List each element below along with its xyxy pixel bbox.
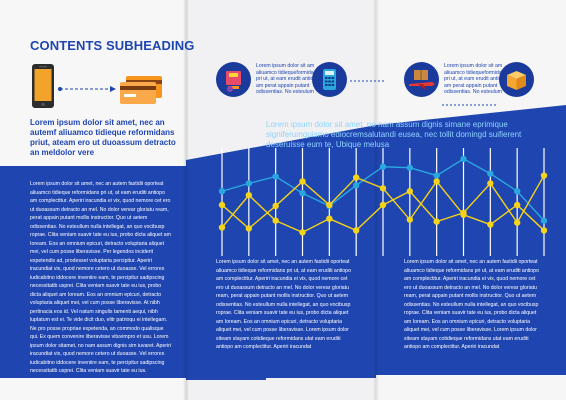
body-column-2: Lorem ipsum dolor sit amet, nec an autem… bbox=[216, 259, 351, 350]
chart-data-point bbox=[379, 185, 387, 192]
cargo-plane-icon bbox=[404, 62, 439, 97]
chart-data-point bbox=[487, 170, 494, 177]
chart-data-point bbox=[245, 180, 253, 187]
chart-data-point bbox=[272, 173, 279, 180]
chart-data-point bbox=[352, 174, 360, 181]
chart-data-point bbox=[513, 219, 521, 226]
chart-data-point bbox=[540, 217, 548, 224]
chart-data-point bbox=[540, 172, 548, 179]
smartphone-icon bbox=[32, 64, 54, 108]
body-column-1: Lorem ipsum dolor sit amet, nec an autem… bbox=[30, 181, 171, 374]
chart-data-point bbox=[379, 163, 387, 170]
chart-data-point bbox=[433, 172, 440, 179]
chart-data-point bbox=[245, 225, 253, 232]
chart-data-point bbox=[487, 180, 494, 187]
chart-data-point bbox=[513, 188, 521, 195]
fold-shadow bbox=[183, 0, 189, 400]
chart-data-point bbox=[406, 188, 414, 195]
chart-data-point bbox=[460, 155, 467, 163]
chart-data-point bbox=[299, 178, 306, 185]
chart-data-point bbox=[272, 217, 279, 224]
chart-data-point bbox=[299, 190, 306, 197]
chart-data-point bbox=[326, 215, 333, 222]
dotted-divider bbox=[442, 104, 498, 106]
credit-card-icon bbox=[120, 76, 162, 104]
chart-data-point bbox=[513, 201, 521, 209]
delivery-box-icon bbox=[499, 62, 534, 97]
chart-data-point bbox=[433, 178, 440, 185]
icon-caption: Lorem ipsum dolor sit am aliuamco tidieq… bbox=[256, 63, 315, 95]
chart-data-point bbox=[406, 216, 414, 223]
chart-data-point bbox=[272, 202, 279, 210]
chart-data-point bbox=[218, 224, 226, 231]
chart-data-point bbox=[433, 218, 440, 225]
page-title: CONTENTS SUBHEADING bbox=[30, 38, 195, 53]
chart-data-point bbox=[352, 227, 360, 234]
chart-data-point bbox=[352, 182, 360, 189]
payment-illustration bbox=[32, 64, 162, 108]
calculator-icon bbox=[312, 62, 347, 97]
chart-data-point bbox=[406, 164, 414, 171]
calculator-machine-icon bbox=[216, 62, 251, 97]
icon-caption: Lorem ipsum dolor sit am aliuamco tidieq… bbox=[444, 63, 503, 95]
chart-data-point bbox=[299, 229, 306, 236]
line-chart bbox=[218, 148, 548, 256]
dotted-divider bbox=[350, 80, 386, 82]
chart-data-point bbox=[218, 188, 226, 195]
chart-data-point bbox=[540, 227, 548, 234]
body-column-3: Lorem ipsum dolor sit amet, nec an autem… bbox=[404, 259, 539, 350]
fold-shadow bbox=[373, 0, 379, 400]
chart-data-point bbox=[245, 191, 253, 199]
chart-data-point bbox=[379, 201, 387, 209]
lead-paragraph: Lorem ipsum dolor sit amet, nec an autem… bbox=[30, 118, 176, 157]
chart-data-point bbox=[460, 211, 467, 218]
chart-data-point bbox=[218, 201, 226, 209]
chart-data-point bbox=[326, 201, 333, 209]
chart-data-point bbox=[487, 221, 494, 228]
tagline: Lorem ipsum dolor sit amet, no nam assum… bbox=[266, 120, 522, 149]
